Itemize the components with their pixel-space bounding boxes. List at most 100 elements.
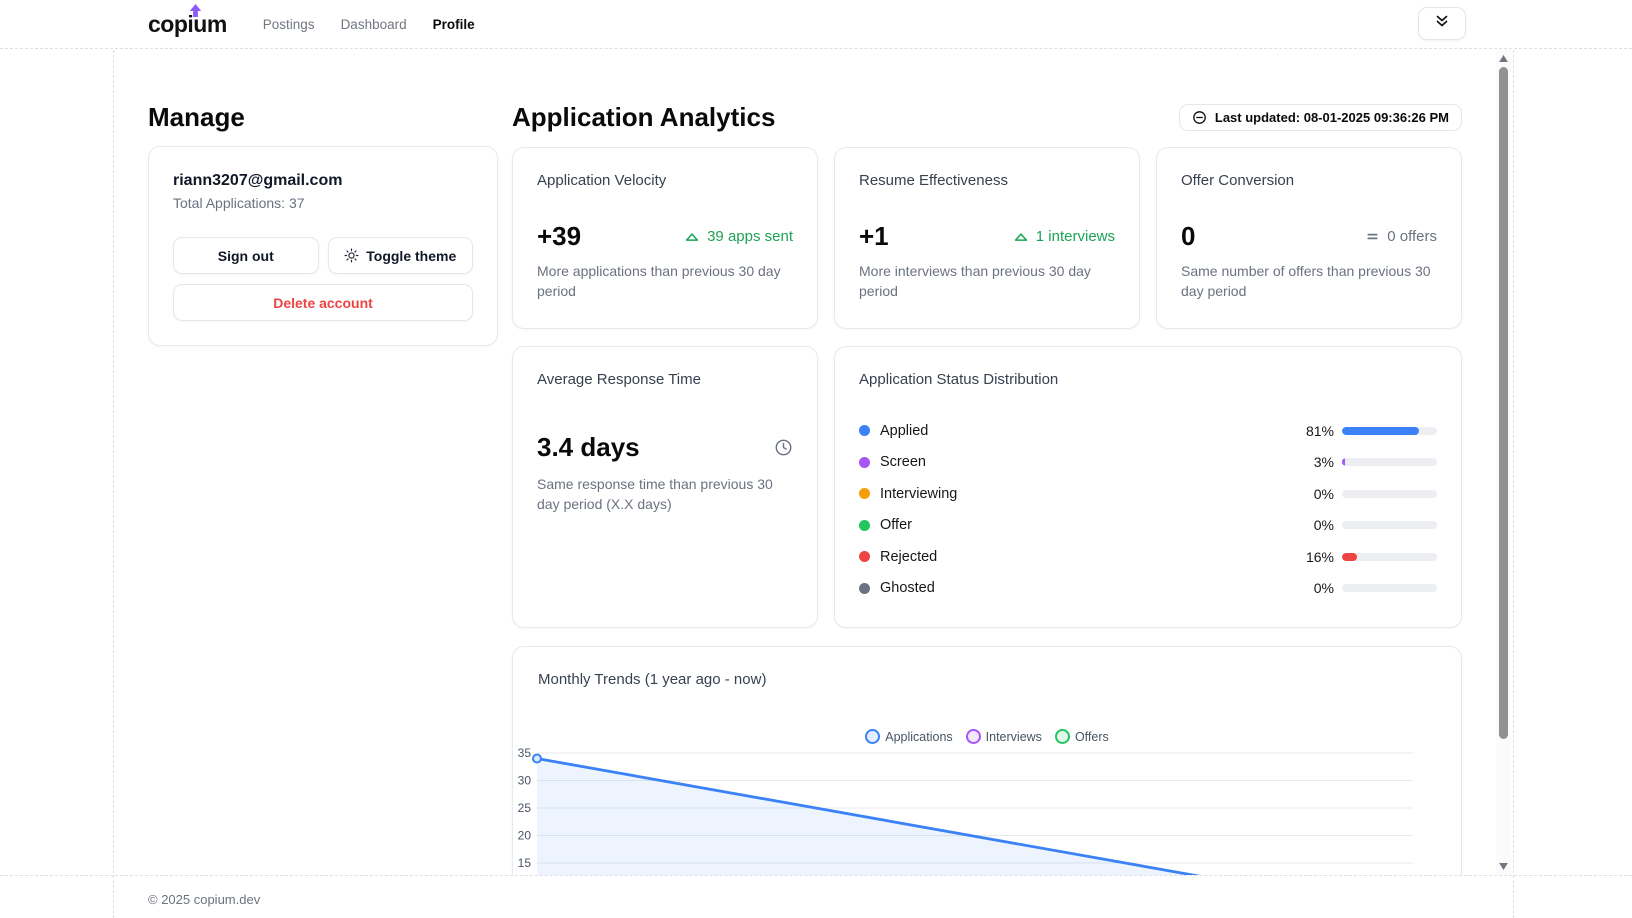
frame-line-left [113,0,114,918]
metric-value: +39 [537,221,581,252]
status-dot-icon [859,583,870,594]
status-percent: 0% [1286,517,1334,533]
status-progress-track [1342,427,1437,435]
status-label: Rejected [880,549,937,565]
status-row-offer: Offer0% [859,510,1437,542]
metric-change: 39 apps sent [683,228,793,246]
scrollbar-up-arrow[interactable] [1496,51,1511,65]
metric-title: Offer Conversion [1181,172,1437,189]
metric-description: More applications than previous 30 day p… [537,262,789,301]
status-progress-track [1342,584,1437,592]
analytics-section: Application Analytics Last updated: 08-0… [512,49,1462,875]
response-time-description: Same response time than previous 30 day … [537,475,793,514]
toggle-theme-label: Toggle theme [366,248,456,264]
y-tick-35: 35 [518,746,532,760]
nav-profile[interactable]: Profile [433,17,475,32]
status-label: Interviewing [880,486,957,502]
metric-change: 1 interviews [1012,228,1115,246]
status-row-ghosted: Ghosted0% [859,573,1437,605]
status-dot-icon [859,520,870,531]
monthly-trends-card: Monthly Trends (1 year ago - now) Applic… [512,646,1462,875]
main-nav: Postings Dashboard Profile [263,17,475,32]
y-tick-20: 20 [518,829,532,843]
metric-card-application-velocity: Application Velocity +39 39 apps sent More … [512,147,818,329]
status-label: Ghosted [880,580,935,596]
metric-value: +1 [859,221,889,252]
metric-change-label: 0 offers [1387,228,1437,245]
status-percent: 3% [1286,454,1334,470]
status-row-applied: Applied81% [859,415,1437,447]
nav-dashboard[interactable]: Dashboard [341,17,407,32]
double-chevron-down-icon [1433,12,1451,35]
status-progress-fill [1342,427,1419,435]
logo-up-arrow-icon [189,4,202,17]
copyright-text: © 2025 copium.dev [148,892,1632,907]
scrollbar [1496,49,1511,875]
applications-area-fill [537,759,1413,876]
header: copium Postings Dashboard Profile [0,0,1632,48]
status-percent: 16% [1286,549,1334,565]
frame-line-top [0,48,1632,49]
status-progress-fill [1342,553,1357,561]
main-content: Manage riann3207@gmail.com Total Applica… [0,49,1513,875]
metric-card-resume-effectiveness: Resume Effectiveness +1 1 interviews More i… [834,147,1140,329]
nav-postings[interactable]: Postings [263,17,315,32]
last-updated-badge: Last updated: 08-01-2025 09:36:26 PM [1179,104,1462,131]
metric-title: Application Velocity [537,172,793,189]
status-progress-track [1342,458,1437,466]
applications-start-marker [533,755,541,763]
delete-account-button[interactable]: Delete account [173,284,473,321]
status-percent: 81% [1286,423,1334,439]
logo[interactable]: copium [148,11,227,38]
status-progress-track [1342,553,1437,561]
metric-description: More interviews than previous 30 day per… [859,262,1111,301]
metric-change-label: 1 interviews [1036,228,1115,245]
metric-title: Resume Effectiveness [859,172,1115,189]
chevron-up-icon [1012,228,1030,246]
metric-description: Same number of offers than previous 30 d… [1181,262,1433,301]
toggle-theme-button[interactable]: Toggle theme [328,237,474,274]
account-card: riann3207@gmail.com Total Applications: … [148,146,498,346]
equals-icon [1364,228,1381,245]
analytics-title: Application Analytics [512,101,775,133]
status-row-interviewing: Interviewing 0% [859,478,1437,510]
status-distribution-card: Application Status Distribution Applied8… [834,346,1462,628]
manage-section: Manage riann3207@gmail.com Total Applica… [148,49,498,346]
scrollbar-down-arrow[interactable] [1496,859,1511,873]
scrollbar-thumb[interactable] [1499,67,1508,739]
sign-out-label: Sign out [218,248,274,264]
response-time-card: Average Response Time 3.4 days Same resp… [512,346,818,628]
sun-icon [344,248,359,263]
metric-change-label: 39 apps sent [707,228,793,245]
status-percent: 0% [1286,486,1334,502]
metric-cards-row: Application Velocity +39 39 apps sent More … [512,147,1462,329]
last-updated-text: Last updated: 08-01-2025 09:36:26 PM [1215,110,1449,125]
trends-chart: 3530252015 [513,742,1463,875]
status-dot-icon [859,551,870,562]
metric-change: 0 offers [1364,228,1437,245]
collapse-header-button[interactable] [1418,7,1466,40]
response-time-value: 3.4 days [537,432,640,463]
status-row-rejected: Rejected 16% [859,541,1437,573]
clock-icon [774,438,793,457]
chevron-up-icon [683,228,701,246]
status-dot-icon [859,488,870,499]
status-distribution-rows: Applied81%Screen3%Interviewing0%Offer0%R… [859,415,1437,604]
status-dot-icon [859,457,870,468]
minus-circle-icon [1192,110,1207,125]
footer: © 2025 copium.dev [0,876,1632,918]
status-progress-fill [1342,458,1345,466]
account-email: riann3207@gmail.com [173,172,473,190]
y-tick-25: 25 [518,801,532,815]
frame-line-right [1513,0,1514,918]
y-tick-15: 15 [518,856,532,870]
delete-account-label: Delete account [273,295,373,311]
logo-text: copium [148,11,227,37]
status-dot-icon [859,425,870,436]
response-time-title: Average Response Time [537,371,793,388]
status-label: Screen [880,454,926,470]
metric-card-offer-conversion: Offer Conversion 0 0 offers Same number of … [1156,147,1462,329]
total-applications: Total Applications: 37 [173,195,473,211]
sign-out-button[interactable]: Sign out [173,237,319,274]
metric-value: 0 [1181,221,1195,252]
